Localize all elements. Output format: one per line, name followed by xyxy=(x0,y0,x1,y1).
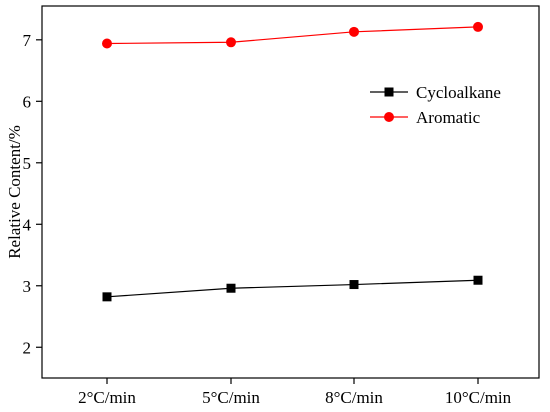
series-line-aromatic xyxy=(106,26,479,45)
data-point-cycloalkane xyxy=(473,275,483,285)
x-tick-label: 10°C/min xyxy=(445,388,512,407)
series-layer xyxy=(102,21,483,302)
legend-marker-cycloalkane xyxy=(384,87,394,97)
x-tick-label: 5°C/min xyxy=(202,388,260,407)
y-tick-label: 5 xyxy=(23,154,32,173)
axis-ticks: 2 3 4 5 6 7 2°C/min 5°C/min 8°C/min 10°C/min xyxy=(23,31,512,407)
y-tick-label: 6 xyxy=(23,92,32,111)
y-tick-label: 2 xyxy=(23,338,32,357)
data-point-cycloalkane xyxy=(226,283,236,293)
legend-marker-aromatic xyxy=(384,112,394,122)
y-tick-label: 7 xyxy=(23,31,32,50)
series-line-cycloalkane xyxy=(106,279,479,298)
legend: Cycloalkane Aromatic xyxy=(370,83,501,127)
data-point-cycloalkane xyxy=(349,280,359,290)
x-tick-label: 2°C/min xyxy=(78,388,136,407)
y-axis-label: Relative Content/% xyxy=(5,125,24,259)
data-point-cycloalkane xyxy=(102,292,112,302)
data-point-aromatic xyxy=(473,21,483,32)
y-tick-label: 3 xyxy=(23,277,32,296)
data-point-aromatic xyxy=(226,37,236,48)
data-point-aromatic xyxy=(349,26,359,37)
plot-frame xyxy=(41,5,540,379)
data-point-aromatic xyxy=(102,38,112,49)
legend-label-cycloalkane: Cycloalkane xyxy=(416,83,501,102)
x-tick-label: 8°C/min xyxy=(325,388,383,407)
legend-label-aromatic: Aromatic xyxy=(416,108,481,127)
y-tick-label: 4 xyxy=(23,215,32,234)
